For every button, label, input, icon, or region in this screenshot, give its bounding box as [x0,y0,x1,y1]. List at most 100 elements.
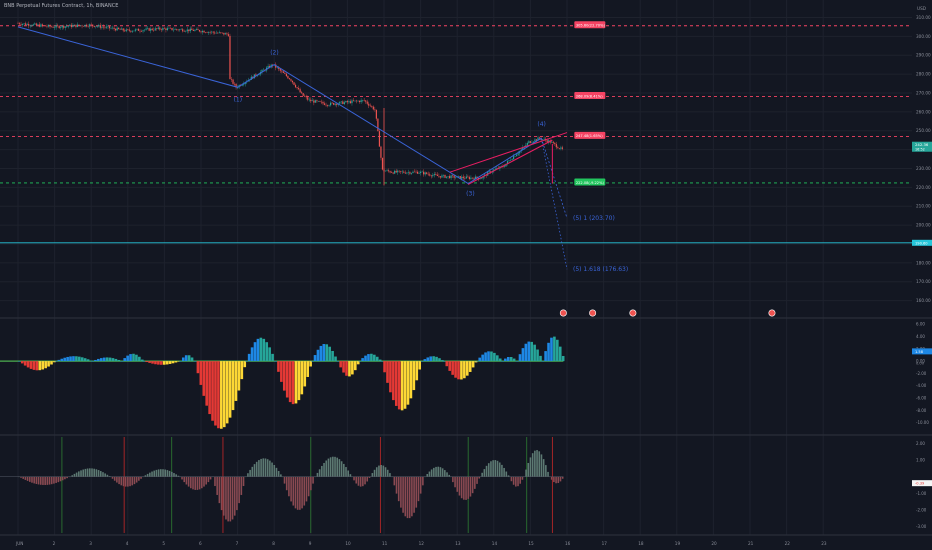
osc1-bar [285,361,289,398]
candle-body [352,100,355,102]
osc2-bar [120,476,123,486]
osc1-bar [367,354,370,362]
osc1-bar [140,359,144,362]
candle-body [302,93,304,96]
candle-body [389,171,391,173]
osc2-bar [355,476,358,484]
osc1-tick-label: -6.00 [916,396,927,401]
osc2-bar [194,476,197,490]
osc2-bar [192,476,194,490]
osc2-bar [157,469,160,477]
osc2-bar [384,467,387,477]
osc1-bar [544,351,547,362]
osc2-bar [20,476,22,478]
osc1-bar [297,361,301,401]
osc2-bar [175,474,177,477]
osc1-bar [512,358,516,362]
osc2-bar [82,469,85,477]
candle-body [516,154,518,157]
osc2-bar [207,476,210,483]
osc1-bar [397,361,401,410]
candle-body [482,176,484,179]
osc1-bar [174,361,178,363]
osc1-bar [168,361,172,364]
candle-body [362,100,364,101]
candle-body [28,24,30,26]
osc1-bar [75,356,78,362]
candle-body [104,27,106,28]
osc1-bar [325,344,329,362]
osc2-bar [471,476,474,494]
candle-body [148,28,150,31]
osc1-bar [145,361,148,363]
candle-body [49,25,51,27]
osc2-bar [345,467,347,477]
time-tick-label: 6 [199,541,202,546]
osc1-bar [190,357,194,362]
candle-body [421,171,423,173]
candle-body [551,141,553,143]
price-tick-label: 160.00 [916,298,931,303]
osc1-bar [303,361,307,387]
candle-body [131,31,133,32]
osc1-bar [345,361,348,376]
candle-body [365,100,367,102]
osc2-bar [271,462,273,477]
candle-body [269,66,271,68]
candle-body [278,67,280,70]
level-badge [574,21,606,29]
osc2-bar [222,476,225,516]
osc2-bar [404,476,407,517]
candle-body [147,28,149,29]
candle-body [369,105,371,107]
osc1-bar [498,358,502,362]
osc1-bar [157,361,160,365]
candle-body [288,78,291,80]
candle-body [552,141,554,143]
osc1-bar [129,354,132,362]
candle-body [188,29,190,32]
wave-projection-2 [540,138,568,270]
osc2-bar [277,471,280,477]
osc2-bar [144,475,147,477]
osc1-bar [225,361,229,424]
candle-body [244,82,246,85]
time-tick-label: 5 [162,541,165,546]
osc1-bar [20,361,24,364]
candle-body [174,29,176,30]
osc1-bar [481,354,484,362]
osc1-bar [530,341,533,362]
candle-body [95,26,97,28]
osc2-bar [275,467,278,477]
candle-body [462,176,464,179]
candle-body [57,25,59,26]
candle-body [64,26,66,28]
candle-body [407,172,409,173]
osc2-bar [299,476,301,510]
candle-body [162,28,164,30]
candle-body [197,29,199,31]
candle-body [81,25,83,27]
candle-body [410,172,413,174]
osc1-bar [23,361,27,366]
candle-body [398,170,400,172]
candle-body [243,84,245,85]
candle-body [404,172,406,174]
candle-body [346,101,348,103]
osc2-bar [397,476,400,502]
osc1-bar [26,361,30,368]
candle-body [330,102,332,106]
osc2-bar [305,476,308,502]
osc2-bar [135,476,138,483]
osc1-bar [268,347,271,362]
osc1-bar [334,356,337,362]
osc2-bar [307,476,310,497]
candle-body [513,156,515,160]
osc2-bar [190,476,192,489]
osc2-bar [233,476,236,516]
osc2-bar [496,460,499,477]
candle-body [543,138,545,140]
candle-body [542,139,544,140]
osc1-bar [556,339,559,362]
candle-body [406,172,408,174]
